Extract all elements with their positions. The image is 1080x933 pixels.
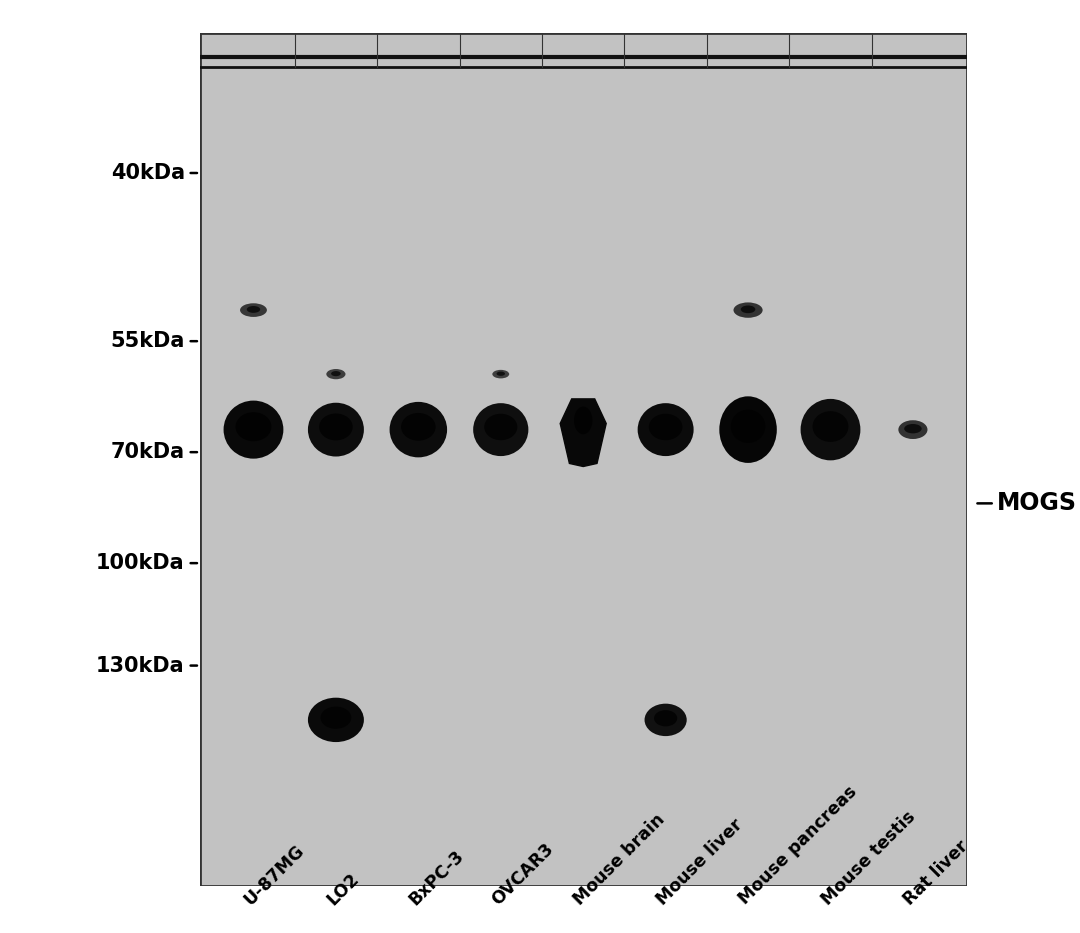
Ellipse shape: [719, 397, 777, 463]
FancyBboxPatch shape: [200, 33, 967, 886]
Ellipse shape: [649, 413, 683, 440]
Text: Mouse brain: Mouse brain: [570, 810, 669, 909]
Text: 40kDa: 40kDa: [110, 163, 185, 183]
Ellipse shape: [492, 369, 509, 379]
Ellipse shape: [390, 402, 447, 457]
Ellipse shape: [224, 400, 283, 459]
Ellipse shape: [573, 407, 593, 434]
Text: 70kDa: 70kDa: [110, 442, 185, 462]
Ellipse shape: [733, 302, 762, 318]
Ellipse shape: [484, 413, 517, 440]
Ellipse shape: [800, 399, 861, 460]
Text: MOGS: MOGS: [997, 492, 1077, 515]
Text: 55kDa: 55kDa: [110, 331, 185, 351]
Ellipse shape: [654, 710, 677, 727]
Ellipse shape: [904, 424, 921, 434]
Ellipse shape: [321, 706, 351, 729]
Text: 100kDa: 100kDa: [96, 553, 185, 573]
Text: OVCAR3: OVCAR3: [488, 840, 557, 909]
Text: Rat liver: Rat liver: [901, 837, 972, 909]
Text: Mouse pancreas: Mouse pancreas: [735, 783, 861, 909]
Text: U-87MG: U-87MG: [241, 841, 308, 909]
Ellipse shape: [731, 410, 766, 443]
Ellipse shape: [401, 413, 435, 440]
Ellipse shape: [497, 371, 505, 376]
Ellipse shape: [326, 369, 346, 379]
Text: Mouse testis: Mouse testis: [818, 807, 919, 909]
Ellipse shape: [637, 403, 693, 456]
Text: 130kDa: 130kDa: [96, 656, 185, 675]
Text: Mouse liver: Mouse liver: [653, 815, 746, 909]
Ellipse shape: [473, 403, 528, 456]
Ellipse shape: [240, 303, 267, 317]
Text: LO2: LO2: [323, 870, 362, 909]
Ellipse shape: [812, 411, 849, 442]
Ellipse shape: [246, 306, 260, 313]
Ellipse shape: [645, 703, 687, 736]
Ellipse shape: [741, 305, 755, 313]
Polygon shape: [561, 399, 606, 466]
Ellipse shape: [235, 412, 271, 441]
Ellipse shape: [332, 371, 340, 376]
Ellipse shape: [319, 413, 353, 440]
Text: BxPC-3: BxPC-3: [406, 846, 468, 909]
Ellipse shape: [308, 403, 364, 456]
Ellipse shape: [899, 420, 928, 439]
Ellipse shape: [308, 698, 364, 742]
